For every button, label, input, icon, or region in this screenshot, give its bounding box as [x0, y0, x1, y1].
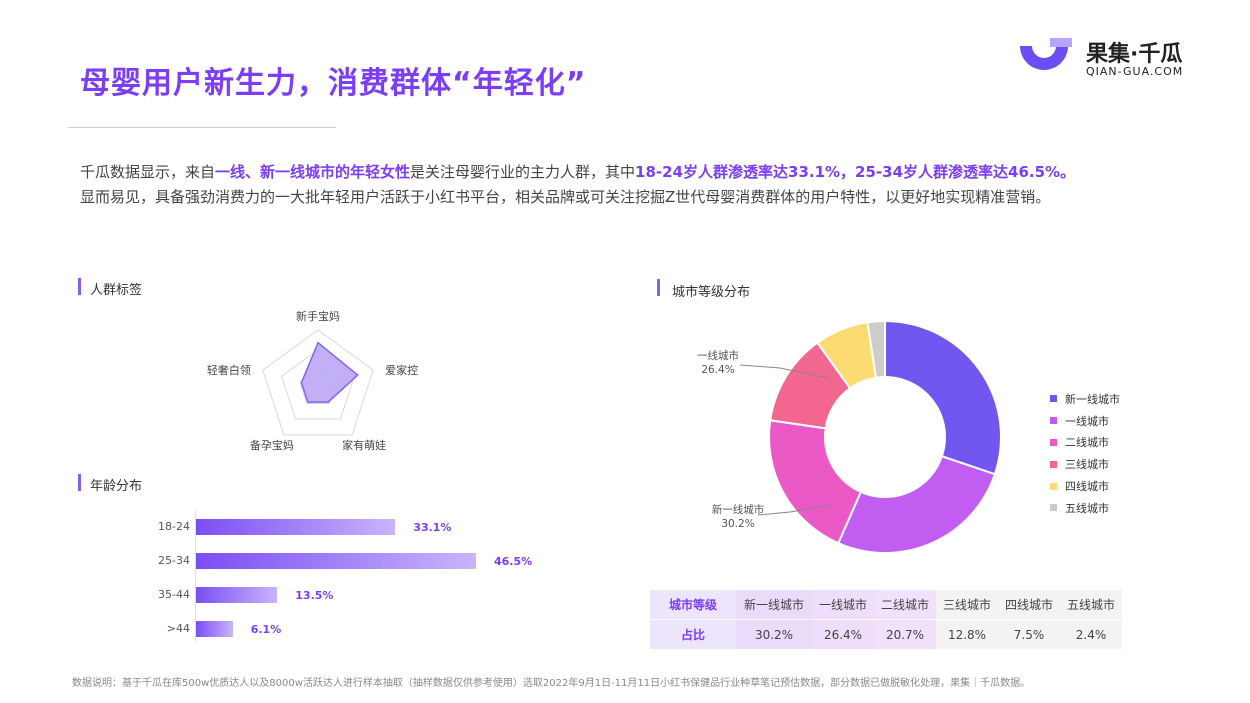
table-cell-share: 20.7%	[874, 619, 936, 650]
legend-swatch	[1050, 395, 1057, 403]
section-marker	[657, 279, 660, 296]
legend-item: 一线城市	[1050, 410, 1120, 432]
legend-item: 二线城市	[1050, 432, 1120, 454]
table-cell-city: 一线城市	[812, 590, 874, 620]
title-divider	[68, 127, 336, 128]
age-bar	[196, 621, 233, 637]
legend-swatch	[1050, 504, 1057, 512]
age-bar	[196, 519, 396, 535]
radar-area	[300, 341, 359, 403]
age-bar	[196, 553, 476, 569]
age-bar-value: 13.5%	[295, 589, 334, 602]
radar-axis-label: 爱家控	[385, 363, 418, 377]
donut-annotation-value: 26.4%	[701, 364, 734, 376]
table-cell-share: 30.2%	[736, 619, 812, 650]
legend-label: 一线城市	[1065, 414, 1109, 428]
age-bar-value: 46.5%	[494, 555, 533, 568]
donut-annotation-label: 一线城市	[697, 349, 739, 362]
age-bar-chart: 18-24 33.1% 25-34 46.5% 35-44 13.5% >44 6.1%	[130, 510, 590, 650]
age-tick-label: >44	[166, 622, 190, 635]
legend-item: 五线城市	[1050, 497, 1120, 519]
logo-name: 果集·千瓜	[1086, 42, 1183, 67]
table-row-header: 城市等级	[650, 590, 736, 620]
intro-highlight-1: 一线、新一线城市的年轻女性	[215, 163, 411, 181]
section-title-persona: 人群标签	[90, 283, 143, 298]
city-table: 城市等级 新一线城市 一线城市 二线城市 三线城市 四线城市 五线城市 占比 30.2% 2…	[650, 590, 1122, 650]
legend-swatch	[1050, 417, 1057, 425]
section-title-age: 年龄分布	[90, 479, 143, 494]
city-donut-chart: 一线城市 26.4% 新一线城市 30.2%	[697, 319, 1002, 554]
table-cell-city: 新一线城市	[736, 590, 812, 620]
table-cell-share: 12.8%	[936, 619, 998, 650]
table-cell-city: 四线城市	[998, 590, 1060, 620]
intro-text-2: 是关注母婴行业的主力人群，其中	[410, 163, 636, 181]
age-bar-value: 6.1%	[250, 623, 282, 636]
legend-label: 三线城市	[1065, 458, 1109, 472]
intro-text-1: 千瓜数据显示，来自	[80, 163, 216, 181]
legend-item: 新一线城市	[1050, 388, 1120, 410]
table-cell-city: 三线城市	[936, 590, 998, 620]
radar-axis-label: 新手宝妈	[296, 309, 340, 323]
legend-swatch	[1050, 438, 1057, 446]
donut-slice	[836, 454, 997, 554]
table-cell-share: 7.5%	[998, 619, 1060, 650]
donut-slice	[866, 319, 886, 379]
page-title: 母婴用户新生力，消费群体“年轻化”	[80, 66, 587, 101]
logo-domain: QIAN-GUA.COM	[1086, 65, 1184, 78]
legend-item: 三线城市	[1050, 453, 1120, 475]
radar-axis-label: 轻奢白领	[207, 363, 251, 377]
radar-axis-label: 家有萌娃	[342, 438, 386, 452]
donut-leader-line	[739, 364, 829, 379]
section-title-city: 城市等级分布	[672, 285, 751, 300]
legend-label: 新一线城市	[1065, 392, 1120, 406]
table-cell-share: 2.4%	[1060, 619, 1122, 650]
donut-slice	[768, 419, 863, 545]
donut-annotation-value: 30.2%	[721, 518, 754, 530]
donut-leader-line	[757, 504, 833, 516]
city-legend: 新一线城市一线城市二线城市三线城市四线城市五线城市	[1050, 388, 1120, 519]
table-cell-share: 26.4%	[812, 619, 874, 650]
age-tick-label: 18-24	[158, 520, 190, 533]
section-marker	[78, 278, 81, 295]
age-axis-line	[195, 510, 196, 642]
table-cell-city: 五线城市	[1060, 590, 1122, 620]
footnote: 数据说明：基于千瓜在库500w优质达人以及8000w活跃达人进行样本抽取（抽样数…	[72, 678, 1031, 689]
legend-label: 五线城市	[1065, 501, 1109, 515]
intro-text-3: 显而易见，具备强劲消费力的一大批年轻用户活跃于小红书平台，相关品牌或可关注挖掘Z…	[80, 188, 1051, 206]
age-bar	[196, 587, 278, 603]
section-marker	[78, 474, 81, 491]
logo-icon	[1020, 38, 1072, 70]
legend-label: 四线城市	[1065, 480, 1109, 494]
intro-paragraph: 千瓜数据显示，来自一线、新一线城市的年轻女性是关注母婴行业的主力人群，其中18-…	[80, 160, 1200, 210]
donut-slice	[884, 319, 1002, 476]
radar-ring	[262, 329, 374, 436]
age-tick-label: 25-34	[158, 554, 190, 567]
legend-label: 二线城市	[1065, 436, 1109, 450]
legend-swatch	[1050, 460, 1057, 468]
intro-highlight-2: 18-24岁人群渗透率达33.1%，25-34岁人群渗透率达46.5%。	[635, 163, 1076, 181]
age-bar-value: 33.1%	[413, 521, 452, 534]
table-cell-city: 二线城市	[874, 590, 936, 620]
age-tick-label: 35-44	[158, 588, 190, 601]
table-row-header: 占比	[650, 619, 736, 650]
legend-swatch	[1050, 482, 1057, 490]
donut-annotation-label: 新一线城市	[712, 503, 765, 516]
radar-axis-label: 备孕宝妈	[250, 438, 294, 452]
legend-item: 四线城市	[1050, 475, 1120, 497]
